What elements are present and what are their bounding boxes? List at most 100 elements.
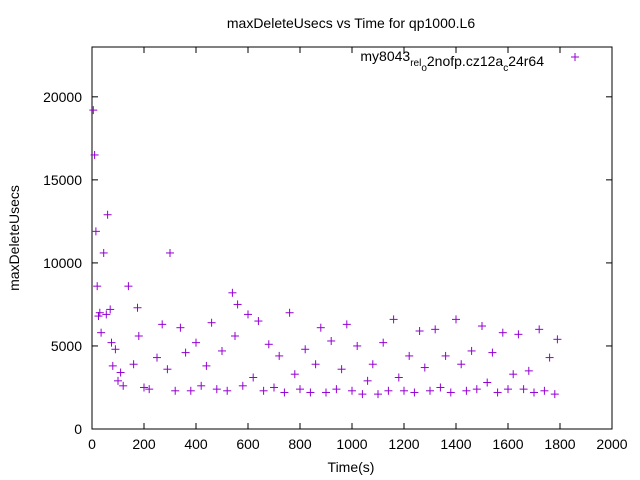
y-tick-label: 20000	[43, 89, 82, 105]
data-point	[166, 248, 174, 257]
data-point	[129, 360, 138, 369]
data-point	[197, 381, 206, 390]
data-point	[493, 388, 502, 397]
data-point	[426, 386, 434, 395]
data-point	[327, 336, 336, 345]
x-tick-label: 0	[88, 436, 96, 452]
data-point	[358, 390, 367, 399]
data-point	[275, 351, 284, 360]
x-tick-label: 1200	[388, 436, 419, 452]
data-point	[119, 381, 128, 390]
y-tick-label: 0	[74, 421, 82, 437]
data-point	[99, 248, 108, 257]
data-point	[394, 373, 403, 382]
data-point	[316, 323, 325, 332]
data-point	[202, 361, 211, 370]
data-point	[124, 282, 133, 291]
data-point	[285, 308, 294, 317]
data-point	[431, 325, 440, 334]
data-point	[337, 365, 346, 374]
data-point	[97, 328, 106, 337]
data-point	[462, 386, 471, 395]
data-point	[153, 353, 161, 362]
data-point	[163, 365, 172, 374]
data-point	[228, 288, 237, 297]
data-point	[238, 381, 247, 390]
y-tick-label: 10000	[43, 255, 82, 271]
data-point	[441, 351, 450, 360]
data-point	[233, 300, 242, 309]
data-point	[259, 386, 268, 395]
x-tick-label: 2000	[596, 436, 627, 452]
data-point	[301, 345, 310, 354]
data-point	[181, 348, 190, 357]
data-point	[270, 383, 278, 392]
x-tick-label: 200	[132, 436, 156, 452]
data-point	[415, 327, 424, 336]
plot-frame	[91, 46, 613, 430]
data-point	[332, 385, 341, 394]
x-axis: 0 200 400 600 800 1000 1200 1400 1600 1800 2000	[88, 47, 628, 452]
y-axis-label: maxDeleteUsecs	[6, 185, 22, 291]
data-point	[483, 378, 492, 387]
data-point	[389, 315, 398, 324]
data-point	[134, 331, 143, 340]
data-point	[311, 360, 320, 369]
data-point	[186, 386, 195, 395]
data-point	[553, 335, 562, 344]
data-point	[519, 385, 528, 394]
data-point	[264, 340, 273, 349]
data-point	[231, 331, 239, 340]
data-point	[535, 325, 544, 334]
data-point	[405, 351, 414, 360]
data-point	[107, 338, 116, 347]
data-point	[488, 348, 497, 357]
legend-label: my8043relo2nofp.cz12ac24r64	[360, 48, 544, 74]
data-point	[452, 315, 460, 324]
x-tick-label: 1800	[544, 436, 575, 452]
data-point	[94, 312, 103, 321]
data-point	[93, 282, 102, 291]
legend-marker	[571, 53, 579, 61]
data-point	[498, 328, 507, 337]
data-point	[478, 322, 486, 331]
data-point	[176, 323, 185, 332]
data-point	[384, 386, 393, 395]
x-tick-label: 400	[184, 436, 208, 452]
data-point	[550, 390, 559, 399]
x-tick-label: 800	[288, 436, 312, 452]
data-point	[322, 388, 330, 397]
y-tick-label: 15000	[43, 172, 82, 188]
y-tick-label: 5000	[51, 338, 82, 354]
data-point	[290, 370, 299, 379]
data-point	[400, 386, 408, 395]
x-tick-label: 1400	[440, 436, 471, 452]
data-point	[410, 388, 419, 397]
data-point	[145, 385, 154, 394]
data-point	[524, 366, 533, 375]
data-point	[457, 360, 466, 369]
data-point	[379, 338, 388, 347]
data-point	[114, 376, 122, 385]
data-point	[218, 346, 226, 355]
data-point	[296, 385, 304, 394]
data-point	[207, 318, 216, 327]
data-point	[116, 368, 125, 377]
data-point	[504, 385, 512, 394]
data-point	[249, 373, 258, 382]
data-point	[171, 386, 180, 395]
data-point	[363, 376, 372, 385]
data-point	[353, 341, 362, 350]
series-points	[89, 106, 562, 399]
x-tick-label: 1000	[336, 436, 367, 452]
data-point	[103, 210, 112, 219]
data-point	[530, 388, 538, 397]
data-point	[133, 303, 142, 312]
data-point	[374, 390, 382, 399]
data-point	[111, 345, 120, 354]
data-point	[102, 310, 111, 319]
data-point	[436, 383, 445, 392]
data-point	[306, 388, 315, 397]
data-point	[280, 388, 289, 397]
data-point	[212, 385, 221, 394]
